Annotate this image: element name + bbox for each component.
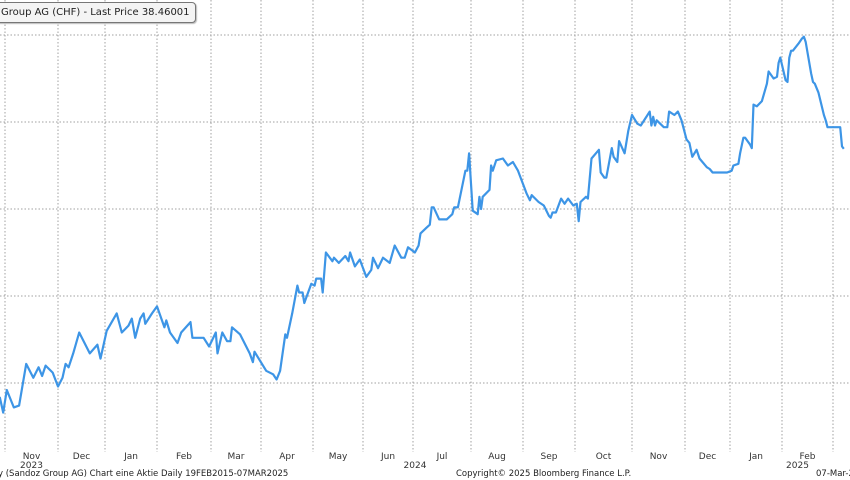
x-tick-label: Dec xyxy=(699,452,716,462)
x-year-label: 2025 xyxy=(786,461,809,471)
x-tick-label: Feb xyxy=(800,452,816,462)
x-year-label: 2023 xyxy=(20,461,43,471)
x-tick-label: Feb xyxy=(176,452,192,462)
x-tick-label: Nov xyxy=(23,452,41,462)
x-tick-label: Dec xyxy=(73,452,90,462)
legend-box: Group AG (CHF) - Last Price 38.46001 xyxy=(0,2,196,23)
footer-description: y (Sandoz Group AG) Chart eine Aktie Dai… xyxy=(0,469,289,479)
price-line xyxy=(0,35,845,414)
x-tick-label: Oct xyxy=(596,452,612,462)
footer-copyright: Copyright© 2025 Bloomberg Finance L.P. xyxy=(456,469,632,479)
x-tick-label: Nov xyxy=(650,452,668,462)
x-tick-label: Jul xyxy=(436,452,448,462)
x-tick-label: Apr xyxy=(279,452,295,462)
footer-date: 07-Mar-2 xyxy=(816,469,850,479)
x-tick-label: Jan xyxy=(123,452,138,462)
x-tick-label: Aug xyxy=(488,452,506,462)
x-tick-label: Jan xyxy=(748,452,763,462)
legend-label: Group AG (CHF) - Last Price 38.46001 xyxy=(1,7,190,18)
x-tick-label: Mar xyxy=(228,452,245,462)
x-tick-label: Sep xyxy=(541,452,558,462)
gridlines xyxy=(0,0,850,452)
x-tick-label: Jun xyxy=(380,452,395,462)
x-year-label: 2024 xyxy=(404,461,427,471)
x-tick-label: May xyxy=(329,452,348,462)
